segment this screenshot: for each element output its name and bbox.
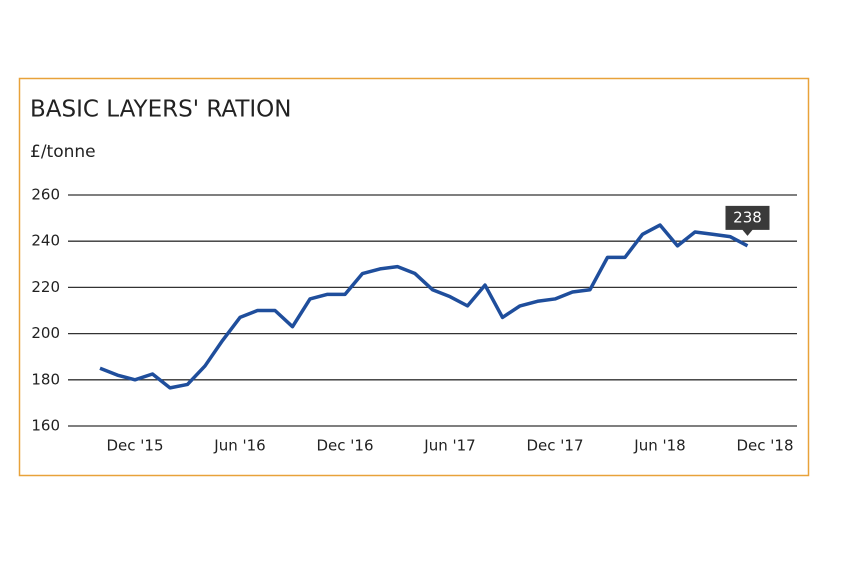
x-tick-label: Jun '18	[633, 437, 685, 455]
y-tick-label: 160	[31, 417, 60, 435]
x-tick-label: Jun '16	[213, 437, 265, 455]
y-tick-label: 240	[31, 232, 60, 250]
x-tick-label: Dec '15	[106, 437, 163, 455]
data-line	[99, 223, 749, 390]
x-tick-label: Dec '16	[316, 437, 373, 455]
y-tick-label: 200	[31, 324, 60, 342]
x-tick-label: Dec '18	[736, 437, 793, 455]
callout-box	[725, 205, 770, 236]
x-tick-label: Jun '17	[423, 437, 475, 455]
x-tick-label: Dec '17	[526, 437, 583, 455]
y-axis-label: £/tonne	[30, 142, 96, 162]
chart-title: BASIC LAYERS' RATION	[30, 97, 292, 123]
y-tick-label: 180	[31, 370, 60, 388]
frame	[18, 77, 810, 477]
value-label: 238	[733, 208, 762, 226]
y-tick-label: 220	[31, 278, 60, 296]
y-tick-label: 260	[31, 186, 60, 204]
